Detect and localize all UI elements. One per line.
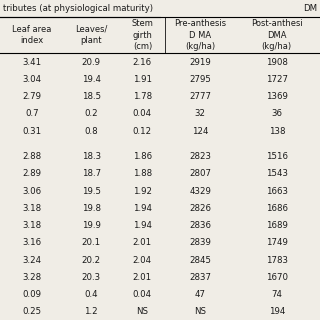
Text: 2845: 2845 xyxy=(189,256,211,265)
Text: 2836: 2836 xyxy=(189,221,211,230)
Text: 1.88: 1.88 xyxy=(133,169,152,178)
Text: 3.28: 3.28 xyxy=(22,273,42,282)
Text: 74: 74 xyxy=(271,290,282,299)
Text: 3.06: 3.06 xyxy=(22,187,42,196)
Text: 2919: 2919 xyxy=(189,58,211,67)
Text: 2.79: 2.79 xyxy=(22,92,42,101)
Text: 1.78: 1.78 xyxy=(133,92,152,101)
Text: DM: DM xyxy=(303,4,317,13)
Text: 18.3: 18.3 xyxy=(82,152,101,161)
Text: 32: 32 xyxy=(195,109,205,118)
Text: 1783: 1783 xyxy=(266,256,288,265)
Text: 2826: 2826 xyxy=(189,204,211,213)
Text: 3.41: 3.41 xyxy=(22,58,42,67)
Text: 1686: 1686 xyxy=(266,204,288,213)
Text: 3.16: 3.16 xyxy=(22,238,42,247)
Text: Post-anthesi
DMA
(kg/ha): Post-anthesi DMA (kg/ha) xyxy=(251,20,303,51)
Text: 2807: 2807 xyxy=(189,169,211,178)
Text: 19.8: 19.8 xyxy=(82,204,101,213)
Text: 194: 194 xyxy=(268,308,285,316)
Text: 18.7: 18.7 xyxy=(82,169,101,178)
Text: 0.8: 0.8 xyxy=(84,127,98,136)
Text: 3.18: 3.18 xyxy=(22,221,42,230)
Text: 2.01: 2.01 xyxy=(133,273,152,282)
Text: 124: 124 xyxy=(192,127,208,136)
Text: 1.94: 1.94 xyxy=(133,204,152,213)
Text: 0.09: 0.09 xyxy=(22,290,42,299)
Text: Stem
girth
(cm): Stem girth (cm) xyxy=(132,20,153,51)
Text: Leaf area
index: Leaf area index xyxy=(12,25,52,45)
Text: 0.12: 0.12 xyxy=(133,127,152,136)
Text: 1670: 1670 xyxy=(266,273,288,282)
Text: 20.1: 20.1 xyxy=(82,238,101,247)
Text: 20.3: 20.3 xyxy=(82,273,101,282)
Text: 0.04: 0.04 xyxy=(133,290,152,299)
Text: 2.89: 2.89 xyxy=(22,169,42,178)
Text: 3.04: 3.04 xyxy=(22,75,42,84)
Text: 0.2: 0.2 xyxy=(84,109,98,118)
Text: 20.9: 20.9 xyxy=(82,58,101,67)
Text: 47: 47 xyxy=(195,290,205,299)
Text: 2839: 2839 xyxy=(189,238,211,247)
Text: 20.2: 20.2 xyxy=(82,256,101,265)
Text: 1.94: 1.94 xyxy=(133,221,152,230)
Text: 1.86: 1.86 xyxy=(133,152,152,161)
Text: 1516: 1516 xyxy=(266,152,288,161)
Text: 138: 138 xyxy=(268,127,285,136)
Text: 1663: 1663 xyxy=(266,187,288,196)
Text: 1369: 1369 xyxy=(266,92,288,101)
Text: 2777: 2777 xyxy=(189,92,211,101)
Text: 2795: 2795 xyxy=(189,75,211,84)
Text: 0.04: 0.04 xyxy=(133,109,152,118)
Text: 0.31: 0.31 xyxy=(22,127,42,136)
Text: 36: 36 xyxy=(271,109,282,118)
Text: 2837: 2837 xyxy=(189,273,211,282)
Text: 2.01: 2.01 xyxy=(133,238,152,247)
Text: 3.24: 3.24 xyxy=(22,256,42,265)
Text: 1.92: 1.92 xyxy=(133,187,152,196)
Text: 18.5: 18.5 xyxy=(82,92,101,101)
Text: 4329: 4329 xyxy=(189,187,211,196)
Text: 1689: 1689 xyxy=(266,221,288,230)
Text: NS: NS xyxy=(194,308,206,316)
Text: 2823: 2823 xyxy=(189,152,211,161)
Text: 2.04: 2.04 xyxy=(133,256,152,265)
Text: 19.4: 19.4 xyxy=(82,75,101,84)
Text: 1543: 1543 xyxy=(266,169,288,178)
Text: tributes (at physiological maturity): tributes (at physiological maturity) xyxy=(3,4,153,13)
Text: 2.16: 2.16 xyxy=(133,58,152,67)
Text: 0.25: 0.25 xyxy=(22,308,42,316)
Text: 19.9: 19.9 xyxy=(82,221,100,230)
Text: 0.7: 0.7 xyxy=(25,109,39,118)
Text: 1908: 1908 xyxy=(266,58,288,67)
Text: 0.4: 0.4 xyxy=(84,290,98,299)
Text: 19.5: 19.5 xyxy=(82,187,101,196)
Text: NS: NS xyxy=(136,308,148,316)
Text: 1.2: 1.2 xyxy=(84,308,98,316)
Text: 1727: 1727 xyxy=(266,75,288,84)
Text: 1.91: 1.91 xyxy=(133,75,152,84)
Text: 2.88: 2.88 xyxy=(22,152,42,161)
Text: 1749: 1749 xyxy=(266,238,288,247)
Text: 3.18: 3.18 xyxy=(22,204,42,213)
Text: Leaves/
plant: Leaves/ plant xyxy=(75,25,108,45)
Text: Pre-anthesis
D MA
(kg/ha): Pre-anthesis D MA (kg/ha) xyxy=(174,20,226,51)
